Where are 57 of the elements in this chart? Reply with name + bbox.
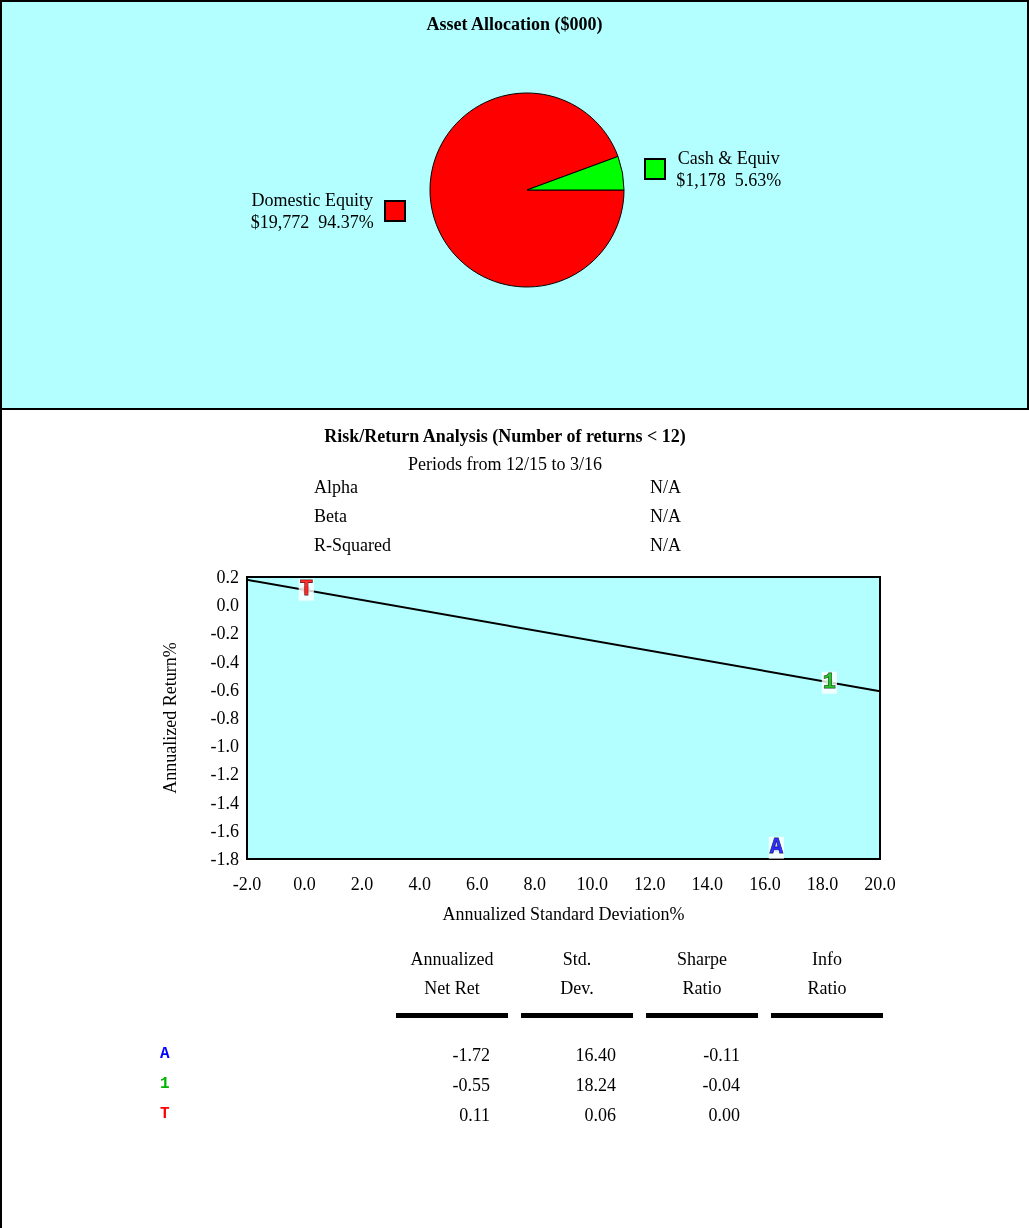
x-tick-label: 14.0 (691, 874, 724, 894)
x-tick-label: 16.0 (749, 874, 781, 894)
x-tick-label: 8.0 (523, 874, 546, 894)
y-tick-label: -0.2 (210, 623, 239, 644)
x-tick-label: 2.0 (350, 874, 374, 894)
text: N/A (650, 535, 681, 555)
text: 0.11 (459, 1105, 490, 1125)
chart-subtitle: Periods from 12/15 to 3/16 (408, 454, 602, 474)
x-tick-label: 0.0 (293, 874, 316, 894)
x-axis-title: Annualized Standard Deviation% (442, 904, 685, 924)
text: Sharpe Ratio (646, 945, 758, 1018)
x-tick-label: 20.0 (864, 874, 896, 894)
text: -0.55 (452, 1075, 490, 1095)
text: R-Squared (314, 535, 391, 555)
series-label: T (299, 577, 313, 603)
text: Beta (314, 506, 347, 526)
y-tick-label: -1.2 (210, 764, 239, 785)
text: -0.11 (703, 1045, 740, 1065)
text: T (160, 1105, 170, 1123)
text: Info Ratio (771, 945, 883, 1018)
y-tick-label: -0.6 (210, 679, 239, 700)
y-tick-label: -1.8 (210, 849, 239, 869)
x-tick-label: 18.0 (806, 874, 839, 894)
y-tick-label: -0.8 (210, 708, 239, 728)
text: 18.24 (575, 1075, 616, 1095)
y-tick-label: -1.6 (210, 820, 239, 841)
chart-title: Risk/Return Analysis (Number of returns < 12) (324, 426, 686, 447)
legend-label: Cash & Equiv (676, 147, 781, 170)
x-tick-label: 6.0 (465, 874, 489, 894)
y-axis-title: Annualized Return% (160, 642, 180, 794)
text: 0.06 (584, 1105, 616, 1125)
y-tick-label: -1.4 (210, 792, 239, 813)
series-label: 1 (822, 670, 836, 696)
x-tick-label: 4.0 (408, 874, 431, 894)
slice-label: Domestic Equity (250, 188, 374, 211)
text: 1 (160, 1075, 170, 1093)
y-tick-label: 0.2 (216, 567, 239, 587)
text: N/A (650, 477, 681, 497)
text: N/A (650, 506, 681, 526)
chart-title: Asset Allocation ($000) (426, 14, 603, 35)
text: Alpha (314, 477, 358, 497)
text: -1.72 (452, 1045, 490, 1065)
text: 0.00 (708, 1105, 740, 1125)
text: -0.04 (702, 1075, 740, 1095)
x-tick-label: 12.0 (634, 874, 666, 894)
y-tick-label: 0.0 (216, 595, 239, 616)
text: A (160, 1045, 170, 1063)
x-tick-label: 10.0 (576, 874, 609, 894)
series-label: A (769, 835, 784, 861)
y-tick-label: -0.4 (210, 651, 239, 672)
x-tick-label: -2.0 (232, 874, 262, 894)
text: Annualized Net Ret (396, 945, 508, 1018)
y-tick-label: -1.0 (210, 736, 239, 757)
text: Std. Dev. (521, 945, 633, 1018)
data-label: $1,178 5.63% (676, 169, 782, 192)
text: 16.40 (575, 1045, 616, 1065)
data-label: $19,772 94.37% (250, 210, 374, 233)
